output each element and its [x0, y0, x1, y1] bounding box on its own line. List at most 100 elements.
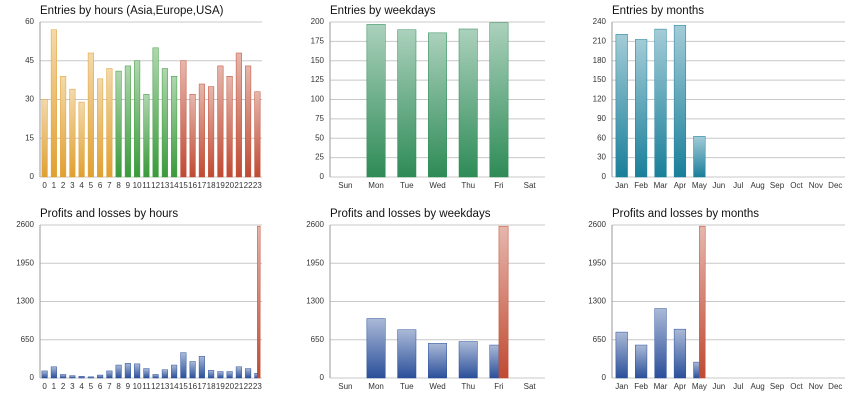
bar	[124, 363, 131, 379]
x-tick-label: 23	[253, 181, 262, 190]
x-tick-label: 11	[142, 382, 151, 391]
bar	[152, 374, 159, 379]
y-tick-label: 2600	[306, 220, 324, 229]
y-tick-label: 0	[30, 172, 35, 181]
x-tick-label: 5	[89, 382, 94, 391]
y-tick-label: 125	[311, 75, 325, 84]
bar	[397, 29, 417, 178]
x-tick-label: Sat	[524, 382, 537, 391]
y-tick-label: 0	[320, 172, 325, 181]
x-tick-label: Sun	[338, 382, 352, 391]
bar	[226, 76, 233, 178]
chart-title: Entries by weekdays	[330, 5, 436, 17]
x-tick-label: 22	[244, 181, 253, 190]
x-tick-label: 22	[244, 382, 253, 391]
x-tick-label: 16	[188, 181, 197, 190]
x-tick-label: 21	[234, 382, 243, 391]
bar	[489, 22, 509, 178]
y-tick-label: 210	[593, 36, 607, 45]
y-tick-label: 0	[30, 373, 35, 382]
bar	[428, 343, 447, 379]
x-tick-label: Dec	[828, 382, 842, 391]
y-tick-label: 30	[25, 95, 34, 104]
x-tick-label: Jul	[733, 181, 743, 190]
bar	[428, 32, 447, 178]
y-tick-label: 0	[602, 373, 607, 382]
x-tick-label: Mar	[654, 181, 668, 190]
chart-title: Profits and losses by weekdays	[330, 208, 491, 220]
x-tick-label: Sep	[770, 382, 785, 391]
y-tick-label: 0	[602, 172, 607, 181]
y-tick-label: 1300	[16, 297, 34, 306]
x-tick-label: 11	[142, 181, 151, 190]
x-tick-label: Jan	[615, 382, 628, 391]
bar	[180, 352, 187, 379]
x-tick-label: Feb	[634, 181, 648, 190]
bar	[366, 24, 386, 178]
bar	[87, 376, 94, 379]
bar	[226, 371, 233, 379]
y-tick-label: 75	[315, 114, 324, 123]
bar	[115, 70, 122, 178]
x-tick-label: 3	[70, 382, 75, 391]
y-tick-label: 30	[597, 153, 606, 162]
x-tick-label: Mon	[368, 181, 384, 190]
bar	[254, 91, 261, 178]
y-tick-label: 150	[593, 75, 607, 84]
y-tick-label: 15	[25, 133, 34, 142]
bar	[78, 375, 85, 379]
bar	[615, 34, 628, 178]
bar	[60, 76, 67, 178]
y-tick-label: 180	[593, 56, 607, 65]
bar	[106, 68, 113, 178]
bar	[115, 364, 122, 379]
x-tick-label: 18	[207, 181, 216, 190]
x-tick-label: May	[692, 382, 707, 391]
bar	[458, 341, 478, 379]
bar	[635, 39, 648, 178]
x-tick-label: Apr	[674, 382, 687, 391]
bar	[699, 225, 706, 379]
y-tick-label: 1300	[306, 297, 324, 306]
x-tick-label: 1	[52, 181, 57, 190]
x-tick-label: Oct	[790, 181, 803, 190]
x-tick-label: 19	[216, 181, 225, 190]
bar	[189, 94, 196, 178]
x-tick-label: 23	[253, 382, 262, 391]
bar	[97, 374, 104, 379]
x-tick-label: 8	[116, 181, 121, 190]
bar	[180, 60, 187, 178]
chart-title: Entries by months	[612, 5, 704, 17]
x-tick-label: 18	[207, 382, 216, 391]
y-tick-label: 100	[311, 95, 325, 104]
bar	[124, 65, 131, 178]
x-tick-label: 19	[216, 382, 225, 391]
x-tick-label: Tue	[400, 382, 414, 391]
x-tick-label: Feb	[634, 382, 648, 391]
bar	[60, 374, 67, 379]
x-tick-label: 6	[98, 181, 103, 190]
y-tick-label: 25	[315, 153, 324, 162]
x-tick-label: 2	[61, 382, 66, 391]
y-tick-label: 2600	[16, 220, 34, 229]
x-tick-label: 4	[79, 181, 84, 190]
bar	[235, 52, 242, 178]
x-tick-label: 12	[151, 181, 160, 190]
y-tick-label: 650	[593, 335, 607, 344]
x-tick-label: Aug	[751, 382, 765, 391]
bar	[134, 363, 141, 379]
x-tick-label: 10	[133, 382, 142, 391]
bar	[106, 370, 113, 379]
chart-title: Entries by hours (Asia,Europe,USA)	[40, 5, 224, 17]
y-tick-label: 60	[597, 133, 606, 142]
bar	[189, 361, 196, 379]
x-tick-label: Jun	[712, 382, 725, 391]
x-tick-label: Oct	[790, 382, 803, 391]
bar	[171, 364, 178, 379]
y-tick-label: 90	[597, 114, 606, 123]
y-tick-label: 120	[593, 95, 607, 104]
bar	[397, 329, 417, 379]
y-tick-label: 60	[25, 17, 34, 26]
bar	[693, 361, 700, 379]
bar	[654, 308, 667, 379]
